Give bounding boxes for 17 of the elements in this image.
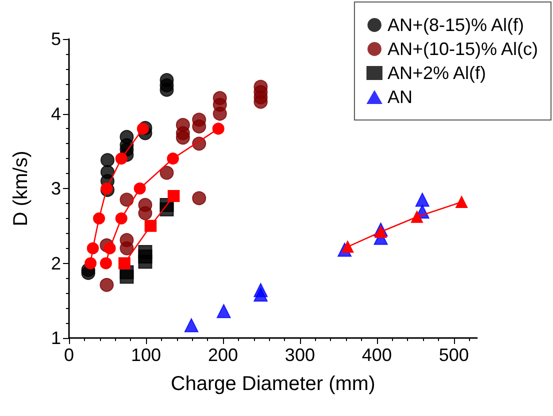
y-axis-title: D (km/s): [10, 150, 32, 226]
x-tick-label: 200: [208, 345, 238, 365]
x-tick-label: 0: [64, 345, 74, 365]
y-tick-label: 3: [50, 178, 61, 198]
y-tick-label: 5: [50, 29, 61, 49]
x-tick-label: 400: [362, 345, 392, 365]
y-tick-label: 2: [50, 253, 61, 274]
legend-label: AN+(8-15)% Al(f): [387, 15, 524, 35]
legend-label: AN+2% Al(f): [387, 63, 486, 83]
x-tick-label: 100: [130, 345, 162, 365]
legend-label: AN+(10-15)% Al(c): [387, 39, 538, 59]
legend-label: AN: [387, 87, 412, 107]
x-tick-label: 300: [284, 345, 315, 365]
x-tick-label: 500: [438, 345, 469, 365]
y-tick-label: 1: [50, 328, 61, 348]
x-axis-title: Charge Diameter (mm): [170, 373, 376, 395]
y-tick-label: 4: [50, 104, 61, 124]
